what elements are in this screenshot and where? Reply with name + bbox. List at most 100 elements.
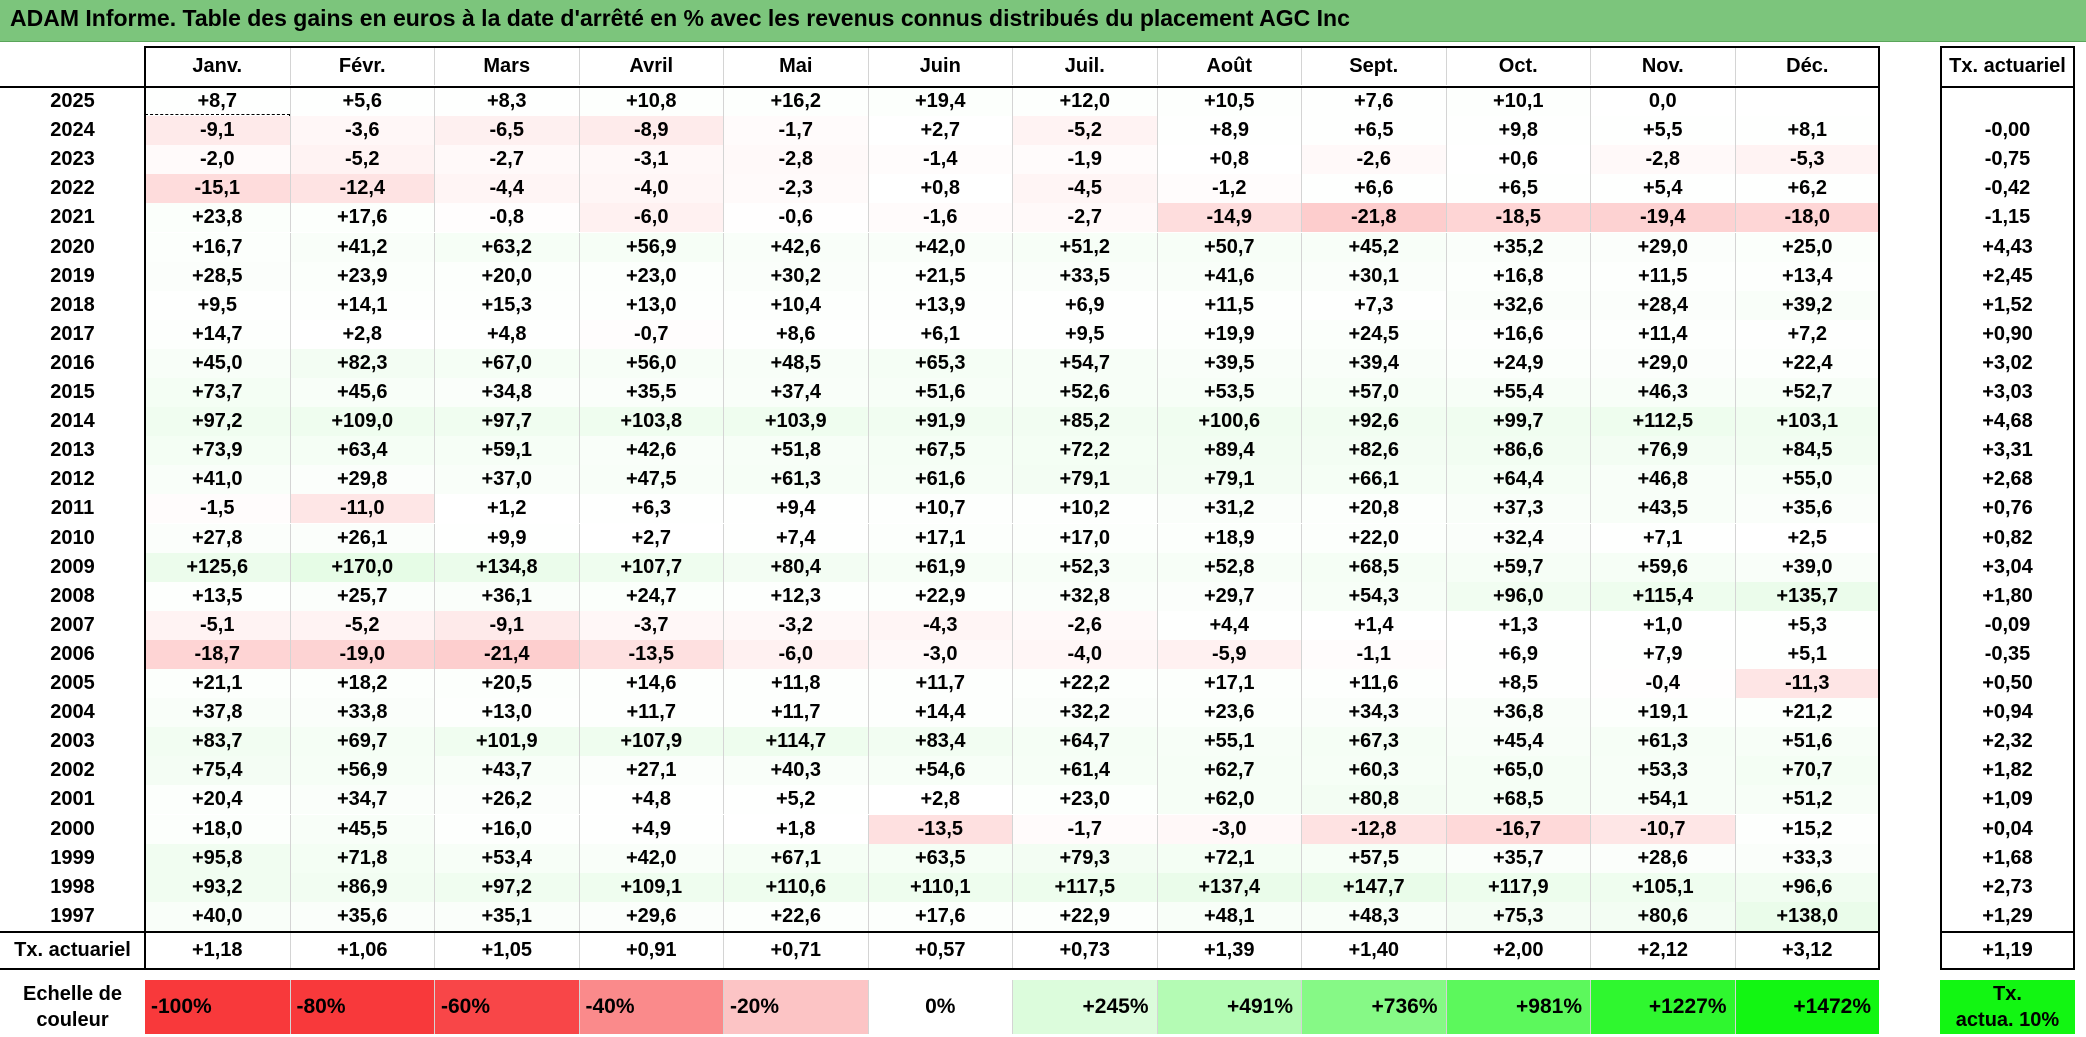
gain-cell: -2,0 — [145, 145, 290, 175]
gain-cell: -2,6 — [1012, 610, 1157, 640]
rate-cell: +2,32 — [1982, 730, 2033, 753]
gain-cell: +48,5 — [723, 348, 868, 378]
gain-cell: +6,3 — [578, 494, 723, 524]
gain-cell: +4,8 — [434, 319, 579, 349]
gain-cell: -9,1 — [145, 116, 290, 146]
gain-cell: +35,1 — [434, 901, 579, 931]
gain-cell: +75,4 — [145, 756, 290, 786]
gain-cell: +147,7 — [1301, 872, 1446, 902]
gain-cell: -1,7 — [1012, 814, 1157, 844]
gain-cell: +36,1 — [434, 581, 579, 611]
gain-cell: +0,6 — [1445, 145, 1590, 175]
gain-cell: +11,6 — [1301, 669, 1446, 699]
gain-cell: +47,5 — [578, 465, 723, 495]
gain-cell: +79,1 — [1012, 465, 1157, 495]
year-label: 2014 — [50, 410, 95, 433]
color-scale-swatch: +736% — [1301, 980, 1446, 1034]
rate-cell: +3,04 — [1982, 555, 2033, 578]
gain-cell: +5,6 — [289, 87, 434, 117]
gain-cell: +63,4 — [289, 436, 434, 466]
gain-cell: -13,5 — [867, 814, 1012, 844]
rate-cell: +2,45 — [1982, 264, 2033, 287]
gain-cell: +1,3 — [1445, 610, 1590, 640]
gain-cell: -3,7 — [578, 610, 723, 640]
gain-cell: -3,0 — [1156, 814, 1301, 844]
gain-cell: +48,3 — [1301, 901, 1446, 931]
gain-cell: +46,3 — [1590, 378, 1735, 408]
gain-cell: +16,8 — [1445, 261, 1590, 291]
gain-cell: +100,6 — [1156, 407, 1301, 437]
gain-cell: +135,7 — [1734, 581, 1879, 611]
gain-cell: +34,3 — [1301, 698, 1446, 728]
gain-cell: +24,5 — [1301, 319, 1446, 349]
page-title: ADAM Informe. Table des gains en euros à… — [10, 5, 1350, 31]
gain-cell: +50,7 — [1156, 232, 1301, 262]
gain-cell: +21,5 — [867, 261, 1012, 291]
gain-cell: +43,5 — [1590, 494, 1735, 524]
gain-cell: +73,9 — [145, 436, 290, 466]
gain-cell: -14,9 — [1156, 203, 1301, 233]
gain-cell: +138,0 — [1734, 901, 1879, 931]
month-header: Avril — [578, 47, 724, 85]
rate-cell: +0,82 — [1982, 526, 2033, 549]
gain-cell: +11,5 — [1590, 261, 1735, 291]
gain-cell: -13,5 — [578, 639, 723, 669]
gain-cell: +13,0 — [578, 290, 723, 320]
gain-cell: +64,7 — [1012, 727, 1157, 757]
gain-cell: +52,6 — [1012, 378, 1157, 408]
gain-cell: +16,0 — [434, 814, 579, 844]
gain-cell: +6,9 — [1445, 639, 1590, 669]
gain-cell: +8,5 — [1445, 669, 1590, 699]
gain-cell: -2,7 — [1012, 203, 1157, 233]
gain-cell: +84,5 — [1734, 436, 1879, 466]
gain-cell: +22,0 — [1301, 523, 1446, 553]
gain-cell: +17,6 — [289, 203, 434, 233]
gain-cell: +97,2 — [145, 407, 290, 437]
color-scale-swatch: +245% — [1012, 980, 1157, 1034]
gain-cell: +10,8 — [578, 87, 723, 117]
year-label: 2005 — [50, 672, 95, 695]
gain-cell: +39,0 — [1734, 552, 1879, 582]
gain-cell: +23,8 — [145, 203, 290, 233]
gain-cell: +7,4 — [723, 523, 868, 553]
gain-cell: -1,7 — [723, 116, 868, 146]
gain-cell: +5,3 — [1734, 610, 1879, 640]
gain-cell: +0,8 — [1156, 145, 1301, 175]
gain-cell: +17,6 — [867, 901, 1012, 931]
color-scale-swatch: +1472% — [1734, 980, 1879, 1034]
year-label: 2022 — [50, 177, 95, 200]
gain-cell: +41,0 — [145, 465, 290, 495]
gain-cell: +39,2 — [1734, 290, 1879, 320]
year-label: 2002 — [50, 759, 95, 782]
color-scale-swatch: -100% — [145, 980, 290, 1034]
gain-cell: +17,1 — [1156, 669, 1301, 699]
month-header: Mars — [434, 47, 579, 85]
rate-scale-line: Tx. — [1993, 983, 2022, 1005]
gain-cell: -4,0 — [578, 174, 723, 204]
gain-cell: +170,0 — [289, 552, 434, 582]
rate-cell: +1,80 — [1982, 584, 2033, 607]
gain-cell: -19,0 — [289, 639, 434, 669]
gain-cell: +27,8 — [145, 523, 290, 553]
rate-scale-swatch: Tx. actua. 10% — [1940, 980, 2075, 1034]
gain-cell: +24,9 — [1445, 348, 1590, 378]
gain-cell: +5,2 — [723, 785, 868, 815]
gain-cell: +59,6 — [1590, 552, 1735, 582]
gain-cell: +19,1 — [1590, 698, 1735, 728]
gain-cell: +23,6 — [1156, 698, 1301, 728]
gain-cell: +46,8 — [1590, 465, 1735, 495]
rate-cell: +3,03 — [1982, 381, 2033, 404]
gain-cell: +101,9 — [434, 727, 579, 757]
gain-cell: +45,5 — [289, 814, 434, 844]
gain-cell: +55,0 — [1734, 465, 1879, 495]
color-scale-swatch: -40% — [578, 980, 723, 1034]
gain-cell: +80,6 — [1590, 901, 1735, 931]
gain-cell: +4,8 — [578, 785, 723, 815]
year-label: 2006 — [50, 642, 95, 665]
gain-cell: +67,5 — [867, 436, 1012, 466]
gain-cell: +9,5 — [145, 290, 290, 320]
rate-cell — [1940, 87, 2075, 116]
month-header: Sept. — [1301, 47, 1446, 85]
gain-cell: +29,0 — [1590, 348, 1735, 378]
